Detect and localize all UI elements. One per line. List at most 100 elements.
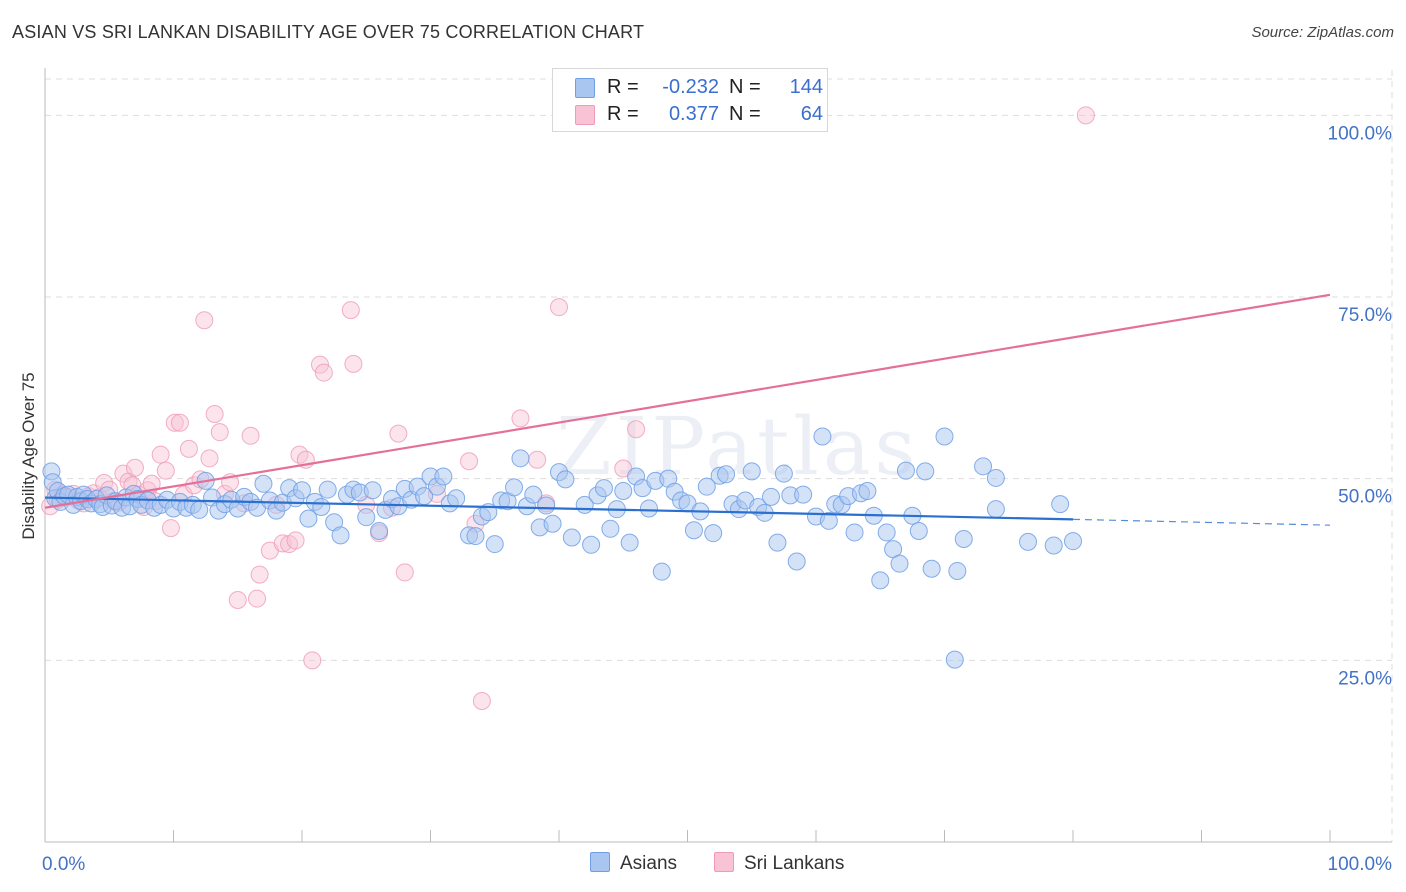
data-point-sri-lankans <box>170 413 189 432</box>
data-point-asians <box>562 528 581 547</box>
bottom-legend-label-sri-lankans: Sri Lankans <box>744 853 845 874</box>
data-point-sri-lankans <box>125 458 144 477</box>
data-point-asians <box>704 524 723 543</box>
legend-r-label: R = <box>607 103 639 125</box>
data-point-asians <box>318 480 337 499</box>
data-point-sri-lankans <box>179 439 198 458</box>
data-point-sri-lankans <box>241 426 260 445</box>
bottom-legend-label-asians: Asians <box>620 853 678 874</box>
data-point-asians <box>582 535 601 554</box>
data-point-asians <box>1044 536 1063 555</box>
data-point-sri-lankans <box>250 565 269 584</box>
data-point-sri-lankans <box>511 409 530 428</box>
trend-line-sri-lankans <box>44 293 1331 509</box>
data-point-asians <box>684 521 703 540</box>
data-point-sri-lankans <box>389 424 408 443</box>
data-point-asians <box>524 485 543 504</box>
data-point-asians <box>794 485 813 504</box>
correlation-legend: R = -0.232 N = 144 R = 0.377 N = 64 <box>552 68 828 132</box>
chart-source: Source: ZipAtlas.com <box>1251 24 1394 41</box>
data-point-sri-lankans <box>472 692 491 711</box>
data-point-asians <box>594 479 613 498</box>
data-point-asians <box>505 478 524 497</box>
x-tick-label: 0.0% <box>42 854 85 875</box>
data-point-asians <box>639 499 658 518</box>
data-point-asians <box>762 487 781 506</box>
legend-r-label: R = <box>607 76 639 98</box>
data-point-asians <box>1019 532 1038 551</box>
y-tick-label: 50.0% <box>1338 487 1392 508</box>
data-point-sri-lankans <box>528 450 547 469</box>
data-point-sri-lankans <box>205 404 224 423</box>
data-point-asians <box>312 498 331 517</box>
data-point-asians <box>954 529 973 548</box>
data-point-asians <box>1064 532 1082 551</box>
series-sri-lankans <box>41 106 1095 711</box>
data-point-sri-lankans <box>627 420 646 439</box>
data-point-sri-lankans <box>303 651 322 670</box>
data-point-asians <box>620 533 639 552</box>
data-point-sri-lankans <box>286 531 305 550</box>
data-point-asians <box>556 470 575 489</box>
grid-layer <box>45 70 1393 842</box>
data-point-sri-lankans <box>200 449 219 468</box>
data-point-asians <box>357 508 376 527</box>
data-point-sri-lankans <box>142 474 161 493</box>
data-point-sri-lankans <box>156 461 175 480</box>
data-point-sri-lankans <box>1076 106 1095 125</box>
data-point-asians <box>819 511 838 530</box>
bottom-legend-asians: Asians <box>590 852 677 876</box>
data-point-sri-lankans <box>210 423 229 442</box>
data-point-asians <box>935 427 954 446</box>
data-point-sri-lankans <box>165 413 184 432</box>
data-point-asians <box>858 482 877 501</box>
data-point-asians <box>434 467 453 486</box>
data-point-asians <box>768 533 787 552</box>
data-point-asians <box>896 461 915 480</box>
data-point-asians <box>742 462 761 481</box>
data-point-asians <box>813 427 832 446</box>
data-point-asians <box>190 500 209 519</box>
bottom-legend-sri-lankans: Sri Lankans <box>714 852 844 876</box>
data-point-sri-lankans <box>614 459 633 478</box>
bottom-legend-swatch-sri-lankans <box>714 852 734 872</box>
data-point-asians <box>986 500 1005 519</box>
data-point-asians <box>466 527 485 546</box>
data-point-asians <box>945 650 964 669</box>
y-axis-label: Disability Age Over 75 <box>19 372 38 539</box>
data-point-sri-lankans <box>228 591 247 610</box>
legend-n-value: 144 <box>789 76 823 98</box>
data-point-asians <box>299 509 318 528</box>
data-point-asians <box>537 496 556 515</box>
data-point-asians <box>787 552 806 571</box>
data-point-asians <box>511 449 530 468</box>
data-point-asians <box>774 464 793 483</box>
y-tick-label: 100.0% <box>1328 123 1393 144</box>
data-point-asians <box>370 521 389 540</box>
data-point-sri-lankans <box>248 589 267 608</box>
data-point-asians <box>614 482 633 501</box>
legend-r-value: -0.232 <box>662 76 719 98</box>
data-point-sri-lankans <box>550 298 568 317</box>
trend-line-asians <box>44 496 1074 521</box>
data-point-sri-lankans <box>161 519 180 538</box>
data-point-asians <box>922 559 941 578</box>
data-point-sri-lankans <box>344 354 363 373</box>
bottom-legend-swatch-asians <box>590 852 610 872</box>
data-point-asians <box>363 481 382 500</box>
data-point-asians <box>485 535 504 554</box>
data-point-asians <box>916 462 935 481</box>
y-tick-label: 25.0% <box>1338 668 1392 689</box>
data-point-asians <box>717 465 736 484</box>
data-point-asians <box>331 526 350 545</box>
data-point-sri-lankans <box>395 563 414 582</box>
data-point-asians <box>652 562 671 581</box>
data-point-asians <box>948 561 967 580</box>
data-point-asians <box>447 489 466 508</box>
data-point-sri-lankans <box>460 452 479 471</box>
legend-r-value: 0.377 <box>668 103 719 125</box>
y-tick-label: 75.0% <box>1338 305 1392 326</box>
data-point-asians <box>845 523 864 542</box>
data-point-asians <box>871 571 890 590</box>
